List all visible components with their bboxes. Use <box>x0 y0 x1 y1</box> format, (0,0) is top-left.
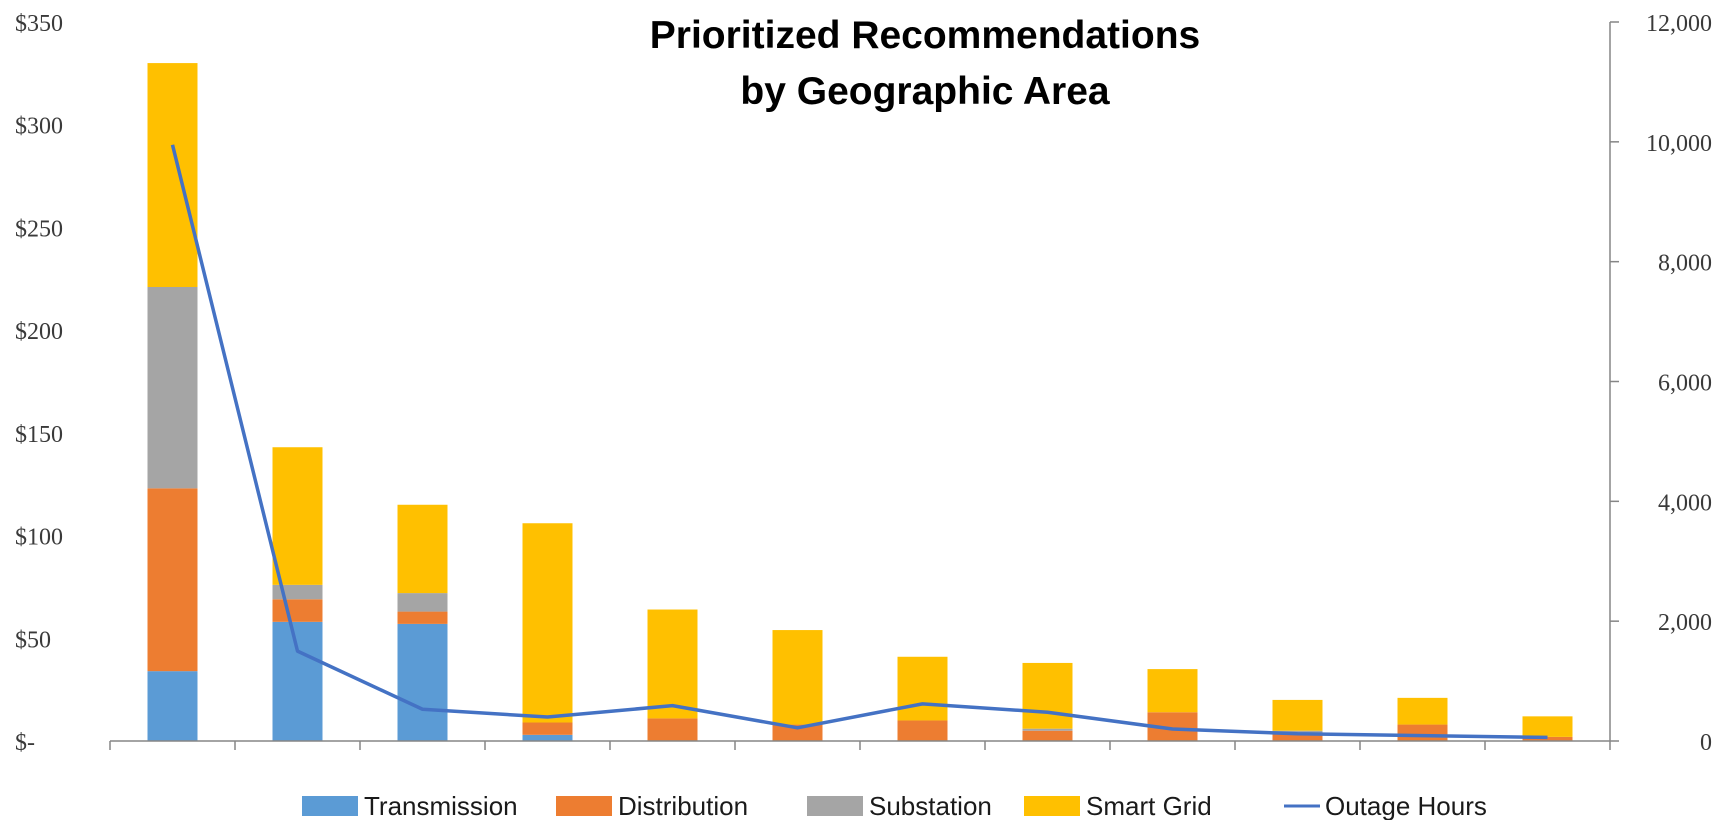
left-axis-tick-label: $50 <box>15 627 51 653</box>
chart-title: Prioritized Recommendations by Geographic… <box>650 14 1200 113</box>
right-y-axis: 0 2,000 4,000 6,000 8,000 10,000 12,000 <box>1609 11 1712 756</box>
bar-transmission <box>272 621 323 741</box>
bar-smart-grid <box>397 504 448 594</box>
left-axis-tick-label: $- <box>15 730 35 756</box>
bar-distribution <box>1397 724 1448 741</box>
legend-swatch-substation <box>807 796 863 816</box>
bar-distribution <box>147 488 198 672</box>
right-axis-tick-label: 4,000 <box>1658 490 1712 516</box>
right-axis-tick-label: 6,000 <box>1658 371 1712 397</box>
chart-title-line: by Geographic Area <box>740 70 1109 113</box>
bar-smart-grid <box>147 63 198 288</box>
legend-swatch-distribution <box>556 796 612 816</box>
left-axis-tick-label: $200 <box>15 319 63 345</box>
bar-smart-grid <box>1397 697 1448 725</box>
bar-smart-grid <box>772 630 823 725</box>
legend-label-smart-grid: Smart Grid <box>1086 791 1212 820</box>
bar-smart-grid <box>522 523 573 723</box>
bar-smart-grid <box>647 609 698 719</box>
legend-label-substation: Substation <box>869 791 992 820</box>
bar-smart-grid <box>1522 716 1573 737</box>
bar-transmission <box>397 623 448 741</box>
legend-swatch-smart-grid <box>1024 796 1080 816</box>
bar-transmission <box>147 671 198 741</box>
bar-distribution <box>897 720 948 741</box>
left-axis-tick-label: $100 <box>15 525 63 551</box>
legend-label-distribution: Distribution <box>618 791 748 820</box>
bar-smart-grid <box>272 447 323 585</box>
bar-smart-grid <box>1272 699 1323 731</box>
left-y-axis: $- $50 $100 $150 $200 $250 $300 $350 <box>15 11 63 756</box>
bar-distribution <box>272 599 323 622</box>
bar-distribution <box>1522 736 1573 741</box>
bar-transmission <box>522 734 573 741</box>
x-axis <box>109 740 1611 750</box>
stacked-bars <box>147 63 1573 741</box>
right-axis-tick-label: 10,000 <box>1646 131 1712 157</box>
left-axis-tick-label: $250 <box>15 216 63 242</box>
legend-label-transmission: Transmission <box>364 791 518 820</box>
bar-smart-grid <box>1147 669 1198 713</box>
left-axis-tick-label: $300 <box>15 114 63 140</box>
bar-substation <box>147 287 198 489</box>
bar-distribution <box>647 718 698 741</box>
bar-substation <box>1272 730 1323 733</box>
bar-smart-grid <box>1022 662 1073 729</box>
right-axis-tick-label: 2,000 <box>1658 610 1712 636</box>
bar-distribution <box>772 724 823 741</box>
outage-hours-line <box>170 144 1548 740</box>
right-axis-tick-label: 12,000 <box>1646 11 1712 37</box>
right-axis-tick-label: 0 <box>1700 730 1712 756</box>
bar-smart-grid <box>897 656 948 721</box>
right-axis-tick-label: 8,000 <box>1658 251 1712 277</box>
bar-substation <box>397 593 448 612</box>
left-axis-tick-label: $350 <box>15 11 63 37</box>
bar-distribution <box>1272 732 1323 741</box>
bar-distribution <box>1022 730 1073 741</box>
left-axis-tick-label: $150 <box>15 422 63 448</box>
legend-swatch-transmission <box>302 796 358 816</box>
legend-label-outage-hours: Outage Hours <box>1325 791 1487 820</box>
bar-distribution <box>397 611 448 624</box>
outage-hours-line-layer <box>170 144 1548 740</box>
bar-substation <box>1022 728 1073 731</box>
legend: Transmission Distribution Substation Smart … <box>302 791 1487 820</box>
chart-title-line: Prioritized Recommendations <box>650 14 1200 57</box>
bar-distribution <box>522 722 573 735</box>
